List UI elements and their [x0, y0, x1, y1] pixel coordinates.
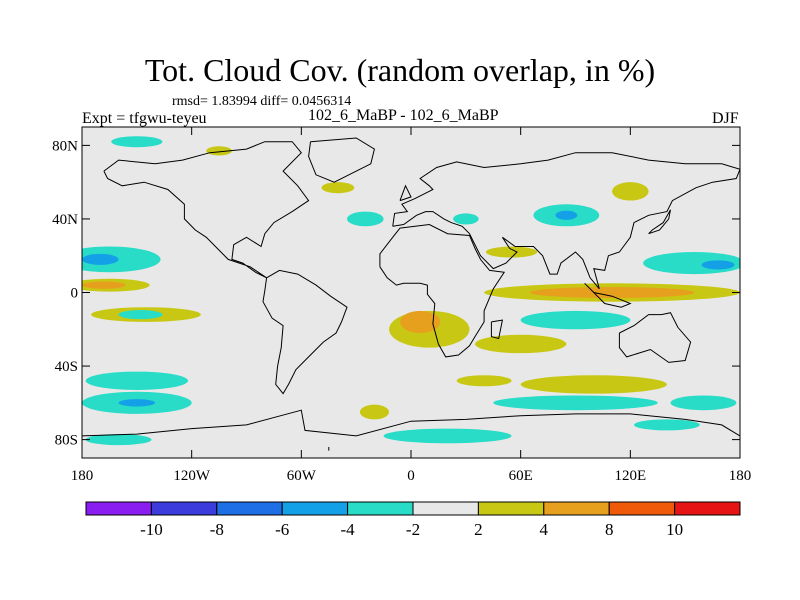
y-axis: 80N 40N 0 40S 80S — [52, 138, 740, 449]
colorbar-swatch — [150, 501, 218, 516]
anomaly-region — [612, 182, 649, 201]
colorbar-label: -4 — [341, 520, 356, 539]
anomaly-region — [400, 310, 441, 333]
experiment-label: Expt = tfgwu-teyeu — [82, 110, 207, 127]
x-tick-label: 120E — [614, 468, 646, 484]
anomaly-region — [85, 371, 189, 390]
x-tick-label: 0 — [407, 468, 415, 484]
season-label: DJF — [712, 110, 739, 127]
coastline — [82, 409, 740, 437]
anomaly-region — [474, 334, 567, 354]
coastline — [490, 319, 504, 340]
colorbar-label: 8 — [605, 520, 614, 539]
x-axis: 180 120W 60W 0 60E 120E 180 — [71, 127, 752, 484]
anomaly-region — [670, 395, 737, 411]
anomaly-region — [520, 375, 667, 394]
plot-title: Tot. Cloud Cov. (random overlap, in %) — [144, 52, 656, 88]
colorbar-label: 4 — [540, 520, 549, 539]
colorbar-swatch — [85, 501, 152, 516]
colorbar-label: -8 — [210, 520, 224, 539]
coastline — [399, 184, 412, 202]
anomaly-region — [555, 210, 578, 220]
colorbar-label: 2 — [474, 520, 483, 539]
colorbar-label: -10 — [140, 520, 163, 539]
anomaly-region — [701, 260, 735, 270]
colorbar-swatch — [216, 501, 283, 516]
y-tick-label: 80N — [52, 138, 78, 154]
anomaly-region — [82, 246, 161, 273]
colorbar-label: -6 — [275, 520, 289, 539]
colorbar: -10 -8 -6 -4 -2 2 4 8 10 — [85, 501, 741, 539]
field-layer — [82, 136, 740, 446]
x-tick-label: 180 — [71, 468, 94, 484]
colorbar-swatch — [608, 501, 676, 516]
anomaly-region — [118, 309, 163, 320]
anomaly-region — [82, 281, 126, 289]
x-tick-label: 120W — [173, 468, 211, 484]
colorbar-label: 10 — [666, 520, 683, 539]
colorbar-swatch — [347, 501, 414, 516]
coastline — [262, 269, 348, 395]
anomaly-region — [456, 375, 512, 387]
y-tick-label: 0 — [71, 286, 79, 302]
run-label: 102_6_MaBP - 102_6_MaBP — [308, 107, 499, 124]
coastline — [103, 141, 310, 279]
anomaly-region — [485, 246, 538, 258]
anomaly-region — [347, 211, 384, 227]
colorbar-swatch — [412, 501, 479, 516]
anomaly-region — [359, 404, 390, 420]
anomaly-region — [85, 434, 152, 446]
coastline — [379, 223, 506, 358]
anomaly-region — [321, 182, 355, 194]
anomaly-region — [206, 146, 232, 156]
coastline — [308, 137, 375, 183]
x-tick-label: 180 — [729, 468, 752, 484]
coastline — [584, 282, 632, 308]
coastline — [392, 152, 740, 290]
anomaly-region — [453, 213, 479, 225]
y-tick-label: 40N — [52, 212, 78, 228]
coastline-layer — [82, 137, 740, 451]
anomaly-region — [82, 253, 119, 265]
colorbar-swatch — [543, 501, 610, 516]
colorbar-swatch — [281, 501, 349, 516]
coastline — [648, 209, 671, 235]
coastline — [618, 312, 692, 363]
colorbar-label: -2 — [406, 520, 420, 539]
anomaly-region — [493, 395, 658, 411]
anomaly-region — [520, 310, 631, 330]
x-tick-label: 60E — [509, 468, 533, 484]
y-tick-label: 80S — [55, 433, 78, 449]
colorbar-swatch — [674, 501, 741, 516]
y-tick-label: 40S — [55, 359, 78, 375]
anomaly-region — [383, 428, 512, 444]
anomaly-region — [633, 419, 700, 431]
stats-line: rmsd= 1.83994 diff= 0.0456314 — [172, 94, 352, 109]
anomaly-region — [529, 286, 695, 299]
x-tick-label: 60W — [287, 468, 317, 484]
anomaly-region — [111, 136, 163, 148]
colorbar-swatch — [477, 501, 545, 516]
anomaly-region — [118, 399, 156, 407]
